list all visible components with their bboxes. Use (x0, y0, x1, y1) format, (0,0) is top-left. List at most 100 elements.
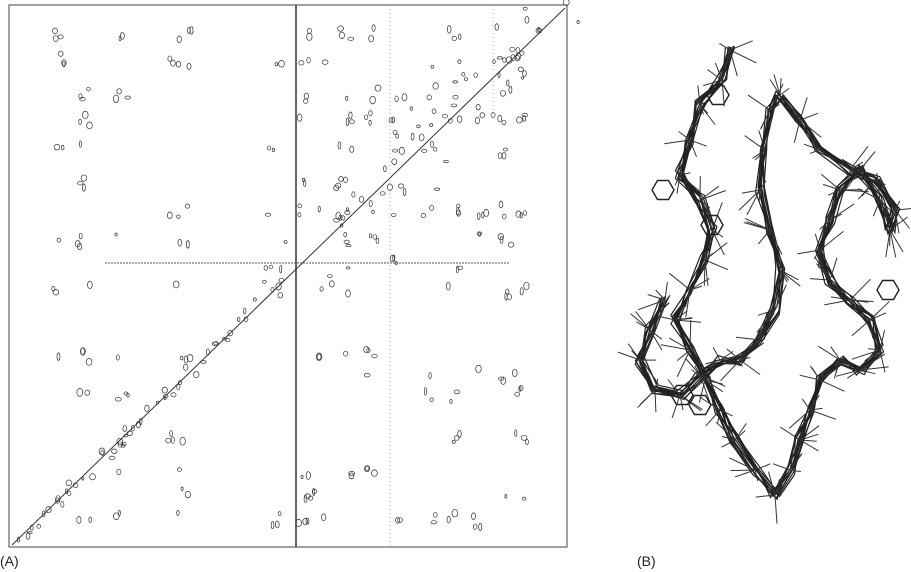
diagonal-peak (452, 94, 459, 100)
side-chain (769, 104, 780, 111)
side-chain (793, 119, 801, 143)
cross-peak (401, 93, 408, 102)
diagonal-peak (520, 76, 525, 80)
cross-peak (126, 392, 130, 398)
diagonal-peak (139, 417, 143, 426)
side-chain (654, 389, 657, 413)
diagonal-peak (81, 476, 85, 481)
cross-peak (86, 86, 91, 92)
cross-peak (321, 59, 329, 65)
diagonal-peak (131, 425, 135, 432)
side-chain (779, 269, 801, 287)
cross-peak (116, 88, 122, 95)
side-chain (699, 199, 711, 209)
cross-peak (82, 183, 86, 192)
diagonal-peak (227, 329, 233, 337)
side-chain (829, 200, 836, 221)
side-chain (691, 369, 706, 381)
side-chain (674, 174, 681, 186)
diagonal-peak (156, 400, 160, 405)
cross-peak (514, 429, 518, 437)
cross-peak (270, 286, 275, 292)
diagonal-peak (170, 392, 177, 398)
diagonal-peak (73, 482, 79, 489)
side-chain (772, 463, 791, 471)
cross-peak (343, 176, 348, 183)
cross-peak (300, 474, 304, 480)
side-chain (797, 249, 821, 255)
diagonal-peak (391, 158, 398, 165)
cross-peak (179, 436, 186, 446)
cross-peak (114, 397, 122, 402)
side-chain (809, 278, 831, 281)
diagonal-peak (30, 524, 34, 531)
cross-peak (316, 353, 322, 361)
cross-peak (319, 286, 324, 292)
diagonal-peak (117, 441, 123, 448)
side-chain (779, 78, 782, 96)
cross-peak (454, 435, 460, 441)
side-chain (679, 165, 683, 176)
cross-peak (86, 121, 93, 130)
side-chain (894, 209, 900, 234)
cross-peak (305, 471, 311, 480)
side-chain (637, 389, 656, 409)
cross-peak (432, 512, 438, 518)
side-chain (734, 430, 746, 441)
cross-peak (430, 64, 435, 69)
side-chain (689, 285, 703, 291)
diagonal-peak (116, 438, 124, 445)
diagonal-peak (395, 133, 399, 139)
cross-peak (348, 111, 353, 119)
side-chain (869, 312, 887, 321)
cross-peak (303, 179, 307, 187)
side-chain (835, 359, 841, 373)
cross-peak (305, 517, 310, 525)
cross-peak (366, 347, 371, 353)
side-chain (809, 409, 837, 420)
cross-peak (306, 57, 311, 64)
side-chain (758, 130, 766, 151)
diagonal-peak (183, 363, 189, 371)
side-chain (851, 319, 871, 337)
side-chain (729, 49, 757, 64)
side-chain (774, 478, 781, 496)
diagonal-peak (36, 523, 41, 529)
diagonal-peak (253, 297, 257, 302)
side-chain (869, 312, 879, 321)
cross-peak (185, 240, 190, 249)
diagonal-peak (54, 497, 60, 504)
diagonal-peak (222, 337, 228, 341)
side-chain (894, 209, 910, 229)
side-chain (639, 341, 645, 361)
cross-peak (82, 110, 89, 119)
diagonal-peak (345, 244, 352, 248)
side-chain (754, 469, 759, 482)
diagonal-peak (463, 77, 468, 81)
cross-peak (113, 94, 120, 103)
side-chain (868, 348, 881, 351)
spectrum-diagonal (11, 7, 566, 546)
cross-peak (317, 205, 321, 213)
diagonal-peak (351, 191, 356, 198)
cross-peak (306, 32, 313, 41)
side-chain (730, 469, 756, 472)
diagonal-peak (25, 532, 31, 540)
side-chain (759, 180, 767, 191)
side-chain (885, 229, 891, 258)
side-chain (889, 216, 908, 231)
cross-peak (270, 521, 275, 530)
cross-peak (453, 389, 461, 395)
diagonal-peak (261, 279, 267, 284)
cross-peak (472, 523, 478, 530)
side-chain (755, 494, 776, 498)
cross-peak (80, 174, 88, 182)
nmr-spectrum (8, 0, 580, 548)
side-chain (668, 272, 691, 291)
cross-peak (77, 181, 84, 186)
side-chain (874, 179, 886, 186)
cross-peak (295, 518, 302, 527)
diagonal-peak (390, 213, 397, 217)
cross-peak (343, 350, 349, 357)
